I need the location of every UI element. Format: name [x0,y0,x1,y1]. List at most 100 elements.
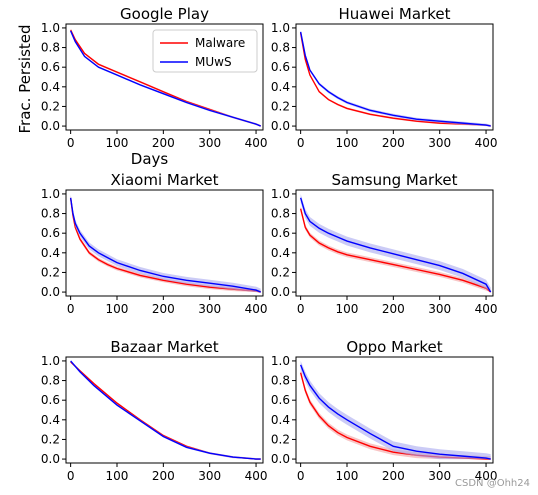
x-tick-label: 0 [67,302,75,316]
chart-title: Samsung Market [331,171,457,189]
y-tick-label: 0.6 [41,393,60,407]
axes-frame [65,189,264,297]
x-tick-label: 400 [475,469,498,483]
y-tick-label: 0.0 [271,452,290,466]
x-tick-label: 300 [198,469,221,483]
series-line-muws [299,197,492,293]
series-line-muws [299,31,491,127]
series-band-malware [70,195,261,293]
legend-label-muws: MUwS [195,55,232,69]
x-tick-label: 200 [152,136,175,150]
y-tick-label: 0.2 [41,432,60,446]
y-tick-label: 0.0 [41,119,60,133]
chart-panel: Oppo Market 0 100 200 300 400 0.0 0.2 0.4 0.6 0.8 1… [271,338,498,483]
chart-panel: Xiaomi Market 0 100 200 300 400 0.0 0.2 0.4 0.6 0.… [41,171,268,316]
y-tick-label: 0.8 [41,207,60,221]
chart-panel: Google Play 0 100 200 300 400 0.0 0.2 0.4 0.6 0.8 1… [16,5,268,168]
y-tick-label: 0.8 [271,374,290,388]
y-tick-label: 0.4 [41,80,60,94]
series-line-muws [70,360,261,460]
y-tick-label: 0.4 [271,80,290,94]
axes-frame [65,356,264,464]
y-tick-label: 0.0 [41,285,60,299]
series-band-muws [300,30,491,127]
series-line-malware [299,208,492,293]
x-tick-label: 100 [336,302,359,316]
series-band-malware [300,369,491,460]
y-tick-label: 1.0 [41,21,60,35]
x-tick-label: 300 [428,136,451,150]
x-tick-label: 400 [475,136,498,150]
x-tick-label: 0 [297,302,305,316]
y-tick-label: 0.6 [41,226,60,240]
x-tick-label: 300 [198,302,221,316]
chart-title: Huawei Market [339,5,451,23]
x-tick-label: 0 [297,136,305,150]
y-tick-label: 1.0 [271,187,290,201]
y-tick-label: 1.0 [271,21,290,35]
y-tick-label: 0.2 [271,99,290,113]
legend-label-malware: Malware [195,36,245,50]
y-tick-label: 0.8 [41,41,60,55]
x-tick-label: 0 [67,136,75,150]
x-tick-label: 100 [106,136,129,150]
x-tick-label: 200 [382,136,405,150]
x-tick-label: 100 [336,136,359,150]
series-band-muws [300,193,491,293]
y-tick-label: 0.0 [41,452,60,466]
series-band-malware [70,360,261,460]
y-tick-label: 1.0 [41,187,60,201]
y-tick-label: 0.4 [271,246,290,260]
axes-frame [295,189,494,297]
x-tick-label: 200 [152,469,175,483]
x-tick-label: 100 [106,302,129,316]
y-tick-label: 0.4 [41,413,60,427]
series-line-muws [69,30,261,127]
y-tick-label: 0.8 [271,207,290,221]
y-tick-label: 0.4 [271,413,290,427]
chart-panel: Bazaar Market 0 100 200 300 400 0.0 0.2 0.4 0.6 0.… [41,338,268,483]
y-tick-label: 0.6 [271,393,290,407]
x-tick-label: 0 [297,469,305,483]
y-tick-label: 0.8 [271,41,290,55]
y-tick-label: 0.6 [41,60,60,74]
y-tick-label: 0.6 [271,60,290,74]
y-tick-label: 0.2 [271,265,290,279]
y-tick-label: 1.0 [271,354,290,368]
chart-panel: Samsung Market 0 100 200 300 400 0.0 0.2 0.4 0.6 0… [271,171,498,316]
chart-title: Bazaar Market [110,338,218,356]
series-line-malware [70,361,261,460]
x-tick-label: 100 [106,469,129,483]
x-tick-label: 100 [336,469,359,483]
x-tick-label: 400 [245,302,268,316]
watermark: CSDN @Ohh24 [455,478,530,489]
x-axis-label: Days [131,150,169,168]
series-band-malware [300,31,491,127]
series-band-muws [70,360,261,460]
series-band-muws [300,360,491,460]
x-tick-label: 300 [198,136,221,150]
chart-title: Google Play [120,5,209,23]
chart-title: Oppo Market [346,338,442,356]
legend: Malware MUwS [152,29,258,73]
x-tick-label: 0 [67,469,75,483]
series-line-malware [299,32,491,127]
x-tick-label: 200 [152,302,175,316]
x-tick-label: 400 [475,302,498,316]
x-tick-label: 300 [428,302,451,316]
chart-panel: Huawei Market 0 100 200 300 400 0.0 0.2 0.4 0.6 0.… [271,5,498,150]
axes-frame [65,23,264,131]
y-tick-label: 0.6 [271,226,290,240]
y-tick-label: 0.2 [41,265,60,279]
y-tick-label: 0.4 [41,246,60,260]
series-line-muws [299,364,491,460]
chart-title: Xiaomi Market [111,171,219,189]
series-line-muws [69,197,261,293]
y-tick-label: 1.0 [41,354,60,368]
x-tick-label: 300 [428,469,451,483]
axes-frame [295,356,494,464]
y-tick-label: 0.0 [271,285,290,299]
x-tick-label: 400 [245,136,268,150]
series-band-malware [300,206,491,293]
